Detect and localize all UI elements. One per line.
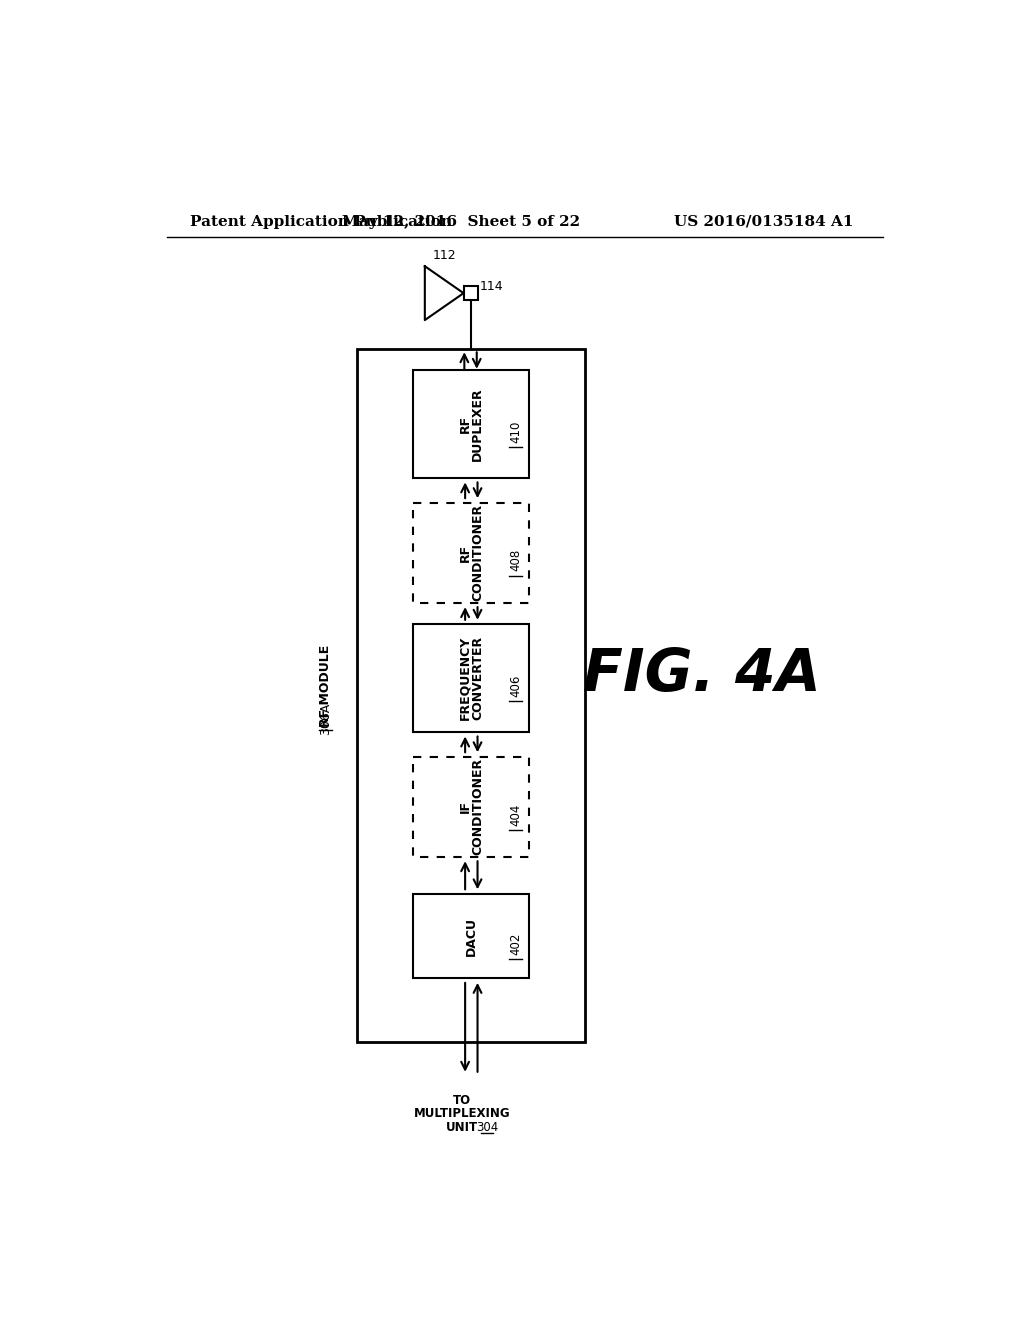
Text: US 2016/0135184 A1: US 2016/0135184 A1 [674,215,853,228]
Text: RF: RF [459,544,472,562]
Text: IF: IF [459,800,472,813]
Bar [414,624,529,733]
Text: DACU: DACU [465,916,478,956]
Text: Patent Application Publication: Patent Application Publication [190,215,452,228]
Text: 408: 408 [509,549,522,572]
Bar [414,756,529,857]
Text: UNIT: UNIT [446,1121,478,1134]
Text: RF: RF [459,414,472,433]
Bar [464,286,477,300]
Bar [356,350,586,1043]
Text: 112: 112 [432,249,456,263]
Bar [414,370,529,478]
Text: FREQUENCY: FREQUENCY [459,636,472,721]
Text: 306A: 306A [319,702,332,735]
Text: FIG. 4A: FIG. 4A [583,645,820,702]
Text: 406: 406 [509,675,522,697]
Bar [414,894,529,978]
Text: DUPLEXER: DUPLEXER [471,387,484,461]
Text: CONVERTER: CONVERTER [471,636,484,721]
Text: CONDITIONER: CONDITIONER [471,504,484,601]
Text: 404: 404 [509,804,522,825]
Text: RF MODULE: RF MODULE [319,644,332,727]
Text: 402: 402 [509,933,522,954]
Text: 410: 410 [509,421,522,444]
Text: May 12, 2016  Sheet 5 of 22: May 12, 2016 Sheet 5 of 22 [342,215,581,228]
Bar [414,503,529,603]
Text: CONDITIONER: CONDITIONER [471,758,484,855]
Text: MULTIPLEXING: MULTIPLEXING [414,1107,510,1121]
Text: 304: 304 [476,1121,498,1134]
Text: TO: TO [453,1094,471,1107]
Text: 114: 114 [480,280,504,293]
